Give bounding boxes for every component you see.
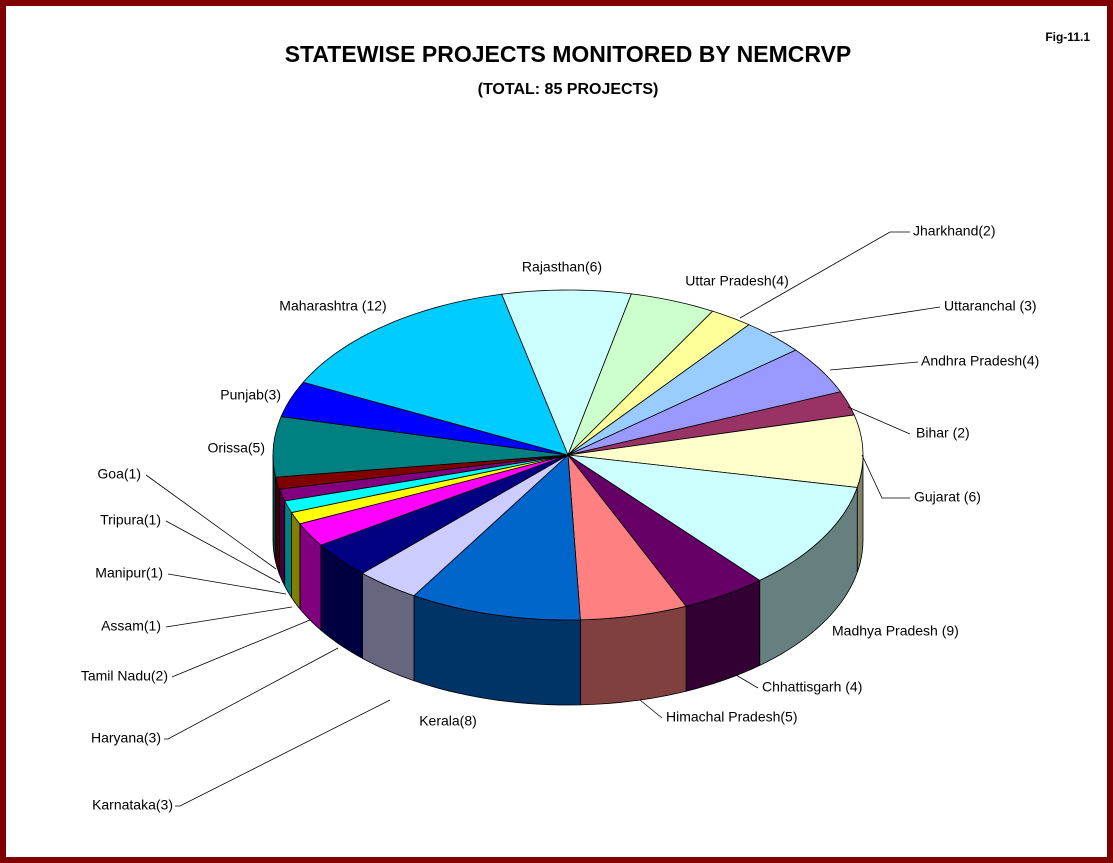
pie-slice xyxy=(567,293,714,456)
leader-line xyxy=(861,454,910,499)
pie-slice xyxy=(413,454,581,621)
pie-slice xyxy=(302,293,569,456)
pie-slice xyxy=(272,416,569,478)
pie-labels: Rajasthan(6) Uttar Pradesh(4) Jharkhand(2)… xyxy=(81,223,1039,813)
slice-label: Assam(1) xyxy=(101,618,161,634)
pie-slice xyxy=(567,349,842,456)
leader-line xyxy=(735,674,759,689)
slice-label: Goa(1) xyxy=(97,466,141,482)
pie-side xyxy=(580,605,687,706)
leader-line xyxy=(175,699,391,807)
pie-slice xyxy=(567,324,797,456)
slice-label: Haryana(3) xyxy=(91,730,161,746)
slice-label: Uttaranchal (3) xyxy=(944,298,1037,314)
pie-slice xyxy=(567,391,855,456)
pie-slice xyxy=(361,454,569,597)
pie-tops xyxy=(272,289,864,621)
figure-label: Fig-11.1 xyxy=(1045,30,1090,44)
slice-label: Kerala(8) xyxy=(419,713,477,729)
pie-slice xyxy=(320,454,569,574)
slice-label: Chhattisgarh (4) xyxy=(762,679,862,695)
slice-label: Rajasthan(6) xyxy=(522,259,602,275)
leader-line xyxy=(847,406,911,435)
pie-side xyxy=(291,511,301,610)
leader-line xyxy=(145,474,277,570)
leader-line xyxy=(164,647,339,740)
leader-line xyxy=(739,231,910,319)
slice-label: Punjab(3) xyxy=(220,387,281,403)
pie-side xyxy=(284,500,292,599)
pie-sides xyxy=(272,454,864,706)
leader-line xyxy=(165,520,281,584)
pie-slice xyxy=(567,454,761,607)
slice-label: Bihar (2) xyxy=(916,425,970,441)
pie-slice xyxy=(567,310,750,456)
pie-side xyxy=(275,477,280,575)
pie-slice xyxy=(567,454,858,581)
leader-line xyxy=(829,361,919,371)
pie-slice xyxy=(501,289,632,457)
leader-line xyxy=(639,699,663,719)
slice-label: Tamil Nadu(2) xyxy=(81,668,168,684)
pie-side xyxy=(278,488,286,587)
slice-label: Andhra Pradesh(4) xyxy=(921,353,1039,369)
slice-label: Orissa(5) xyxy=(207,440,265,456)
slice-label: Himachal Pradesh(5) xyxy=(666,709,798,725)
slice-label: Jharkhand(2) xyxy=(913,223,996,239)
slice-label: Gujarat (6) xyxy=(914,489,981,505)
pie-slice xyxy=(567,453,687,621)
leader-line xyxy=(167,573,287,595)
slice-label: Uttar Pradesh(4) xyxy=(685,273,788,289)
leader-line xyxy=(165,606,293,628)
slice-label: Tripura(1) xyxy=(100,512,161,528)
pie-slice xyxy=(280,381,569,456)
leader-line xyxy=(769,306,941,334)
chart-subtitle: (TOTAL: 85 PROJECTS) xyxy=(478,81,659,98)
slice-label: Madhya Pradesh (9) xyxy=(832,623,959,639)
pie-slice xyxy=(567,414,864,488)
chart-title: STATEWISE PROJECTS MONITORED BY NEMCRVP xyxy=(285,41,852,67)
slice-label: Manipur(1) xyxy=(95,565,163,581)
slice-label: Maharashtra (12) xyxy=(279,298,386,314)
leader-line xyxy=(171,619,311,678)
slice-label: Karnataka(3) xyxy=(92,797,173,813)
pie-slice xyxy=(299,454,569,546)
